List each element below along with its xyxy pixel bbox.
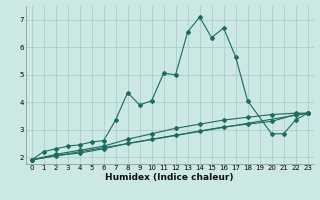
- X-axis label: Humidex (Indice chaleur): Humidex (Indice chaleur): [105, 173, 234, 182]
